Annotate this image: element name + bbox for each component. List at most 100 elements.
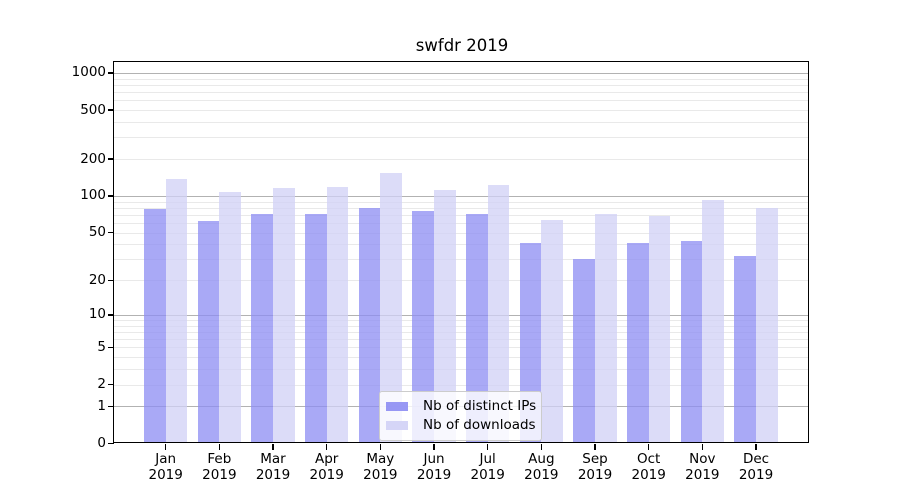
x-tick-label: Dec 2019: [738, 451, 774, 483]
x-tick-label: Jun 2019: [416, 451, 452, 483]
y-tick-label: 500: [80, 101, 106, 118]
bar-ips-feb: [197, 221, 220, 444]
bar-downloads-nov: [702, 200, 724, 444]
y-tick-label: 0: [97, 435, 106, 451]
bar-downloads-jul: [487, 184, 510, 444]
y-tick-mark: [107, 72, 114, 74]
minor-gridline: [114, 331, 809, 333]
y-tick-label: 200: [80, 150, 106, 167]
minor-gridline: [114, 280, 809, 282]
minor-gridline: [114, 369, 809, 371]
minor-gridline: [114, 214, 809, 216]
major-gridline: [114, 314, 809, 316]
bar-downloads-dec: [756, 208, 778, 444]
y-tick-label: 1: [97, 397, 106, 414]
x-tick-mark: [165, 443, 167, 450]
legend-item: Nb of distinct IPs: [386, 397, 536, 416]
x-tick-label: Oct 2019: [631, 451, 666, 483]
minor-gridline: [114, 223, 809, 224]
bar-ips-nov: [680, 240, 703, 444]
major-gridline: [114, 72, 809, 74]
bar-downloads-mar: [273, 188, 295, 444]
y-tick-label: 100: [80, 187, 106, 204]
y-tick-label: 2: [97, 376, 106, 393]
x-tick-mark: [540, 443, 542, 450]
y-tick-mark: [107, 279, 114, 281]
legend: Nb of distinct IPs Nb of downloads: [379, 391, 542, 441]
minor-gridline: [114, 339, 809, 341]
bar-ips-oct: [627, 243, 649, 444]
bar-ips-mar: [251, 214, 274, 444]
minor-gridline: [114, 207, 809, 209]
y-tick-mark: [107, 383, 114, 386]
bar-downloads-oct: [648, 215, 671, 444]
minor-gridline: [114, 78, 809, 80]
minor-gridline: [114, 100, 809, 102]
bar-downloads-apr: [326, 187, 349, 444]
y-tick-mark: [107, 195, 114, 197]
legend-swatch-icon: [386, 421, 408, 430]
x-tick-label: Apr 2019: [309, 451, 344, 483]
y-tick-mark: [107, 442, 114, 445]
y-tick-mark: [107, 231, 114, 234]
minor-gridline: [114, 325, 809, 327]
bar-downloads-jun: [434, 190, 456, 444]
y-tick-mark: [107, 314, 114, 316]
x-tick-mark: [594, 443, 596, 450]
x-tick-mark: [701, 443, 703, 450]
x-tick-mark: [326, 443, 328, 450]
y-tick-label: 5: [97, 338, 106, 355]
x-tick-mark: [433, 443, 435, 450]
minor-gridline: [114, 232, 809, 234]
x-tick-mark: [218, 443, 220, 450]
minor-gridline: [114, 110, 809, 112]
x-tick-label: Aug 2019: [524, 451, 559, 483]
minor-gridline: [114, 122, 809, 123]
x-tick-mark: [379, 443, 381, 450]
minor-gridline: [114, 320, 809, 321]
y-tick-label: 20: [88, 271, 106, 288]
bar-ips-jun: [412, 211, 434, 444]
minor-gridline: [114, 259, 809, 261]
minor-gridline: [114, 357, 809, 359]
minor-gridline: [114, 244, 809, 246]
plot-area: [113, 61, 809, 443]
x-tick-label: Nov 2019: [685, 451, 720, 483]
x-tick-label: Jul 2019: [470, 451, 505, 483]
x-tick-label: Sep 2019: [577, 451, 613, 483]
y-tick-label: 1000: [71, 64, 106, 81]
minor-gridline: [114, 347, 809, 349]
minor-gridline: [114, 92, 809, 94]
x-tick-label: Mar 2019: [255, 451, 291, 483]
x-tick-mark: [487, 443, 489, 450]
bar-ips-sep: [573, 259, 595, 444]
y-tick-mark: [107, 346, 114, 349]
minor-gridline: [114, 201, 809, 203]
bar-downloads-feb: [219, 192, 241, 444]
y-tick-label: 50: [88, 224, 106, 241]
bar-downloads-aug: [541, 219, 563, 444]
minor-gridline: [114, 137, 809, 139]
major-gridline: [114, 195, 809, 197]
legend-item: Nb of downloads: [386, 416, 536, 435]
y-tick-mark: [107, 158, 114, 160]
minor-gridline: [114, 84, 809, 86]
x-tick-label: Jan 2019: [148, 451, 183, 483]
bar-ips-may: [358, 208, 381, 444]
y-tick-mark: [107, 405, 114, 407]
bar-ips-jul: [466, 214, 488, 444]
chart-title: swfdr 2019: [415, 36, 509, 55]
x-tick-mark: [755, 443, 757, 450]
y-tick-label: 10: [88, 306, 106, 323]
y-tick-mark: [107, 109, 114, 111]
bar-downloads-sep: [595, 214, 617, 444]
x-tick-label: Feb 2019: [202, 451, 237, 483]
bar-downloads-jan: [165, 178, 188, 444]
minor-gridline: [114, 159, 809, 161]
minor-gridline: [114, 384, 809, 386]
bar-ips-apr: [305, 214, 327, 444]
x-tick-mark: [272, 443, 274, 450]
bar-ips-jan: [144, 209, 166, 444]
x-tick-mark: [648, 443, 650, 450]
